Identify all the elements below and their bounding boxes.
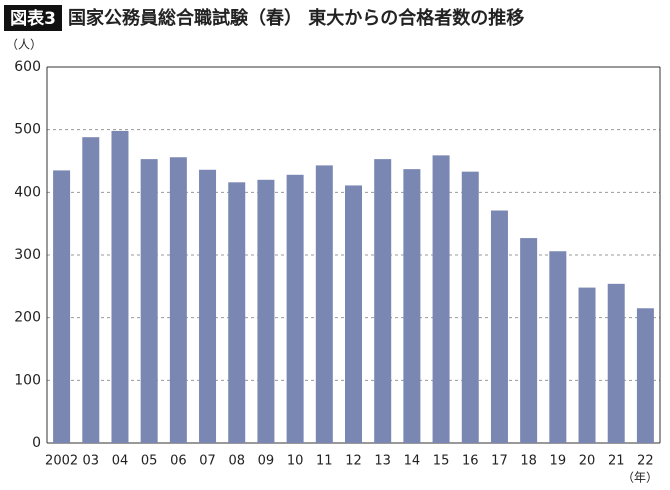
bar [461,171,479,444]
y-axis-label: （人） [6,38,42,52]
chart-title: 国家公務員総合職試験（春） 東大からの合格者数の推移 [68,7,524,29]
bar [520,238,538,443]
x-tick-label: 18 [520,454,537,469]
bar [53,170,71,443]
x-tick-label: 15 [433,454,450,469]
bar [315,165,333,444]
x-tick-label: 2002 [45,454,78,469]
bar [549,251,567,443]
bar [607,283,625,443]
bar [636,308,654,443]
bar [199,169,217,444]
bar [257,179,275,444]
x-tick-label: 11 [316,454,333,469]
y-tick-label: 200 [14,310,41,326]
x-tick-label: 20 [579,454,596,469]
y-tick-label: 600 [14,59,41,75]
figure-label-box [4,5,62,31]
bar [403,169,421,443]
x-tick-label: 17 [491,454,508,469]
y-tick-label: 100 [14,372,41,388]
x-tick-label: 16 [462,454,479,469]
bar [345,185,362,443]
x-tick-label: 06 [170,454,187,469]
x-tick-label: 08 [228,454,245,469]
bar [140,159,158,443]
x-axis-label: （年） [622,471,658,485]
y-tick-label: 500 [14,122,41,138]
x-tick-label: 14 [404,454,421,469]
x-tick-label: 13 [374,454,391,469]
x-tick-label: 05 [141,454,158,469]
x-tick-label: 10 [287,454,304,469]
x-tick-label: 19 [550,454,567,469]
bar [82,137,100,444]
x-tick-label: 09 [258,454,275,469]
y-tick-label: 400 [14,184,41,200]
bar [111,130,129,444]
y-tick-label: 300 [14,247,41,263]
bar [578,287,596,443]
x-tick-label: 21 [608,454,625,469]
figure-label: 図表3 [10,8,56,29]
bar [432,155,450,444]
x-tick-label: 22 [637,454,654,469]
bar [374,159,392,443]
x-tick-label: 03 [83,454,100,469]
x-tick-label: 04 [112,454,129,469]
x-tick-label: 07 [199,454,216,469]
x-tick-label: 12 [345,454,362,469]
bar [169,157,187,444]
y-tick-label: 0 [32,435,41,451]
bar [228,182,246,443]
bar [286,174,304,443]
bar [490,210,508,443]
